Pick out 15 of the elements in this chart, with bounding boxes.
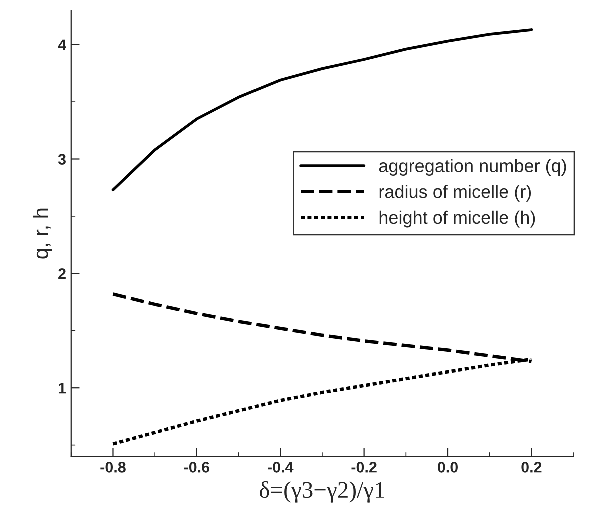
legend-label: radius of micelle (r) xyxy=(380,185,532,202)
y-tick-label: 3 xyxy=(58,154,66,165)
y-tick-label: 4 xyxy=(58,40,66,50)
x-tick-label: -0.2 xyxy=(352,462,377,473)
x-tick-label: -0.8 xyxy=(100,462,126,473)
x-tick-label: -0.4 xyxy=(268,462,294,473)
y-tick-label: 2 xyxy=(58,268,66,280)
y-axis-title: q, r, h xyxy=(33,208,52,259)
legend-label: height of micelle (h) xyxy=(380,210,536,228)
x-tick-label: 0.0 xyxy=(438,462,458,473)
x-tick-label: 0.2 xyxy=(522,462,542,473)
legend-label: aggregation number (q) xyxy=(379,159,566,176)
y-tick-label: 1 xyxy=(58,383,66,394)
x-tick-label: -0.6 xyxy=(184,462,210,473)
x-axis-title: δ=(γ3−γ2)/γ1 xyxy=(260,481,384,503)
